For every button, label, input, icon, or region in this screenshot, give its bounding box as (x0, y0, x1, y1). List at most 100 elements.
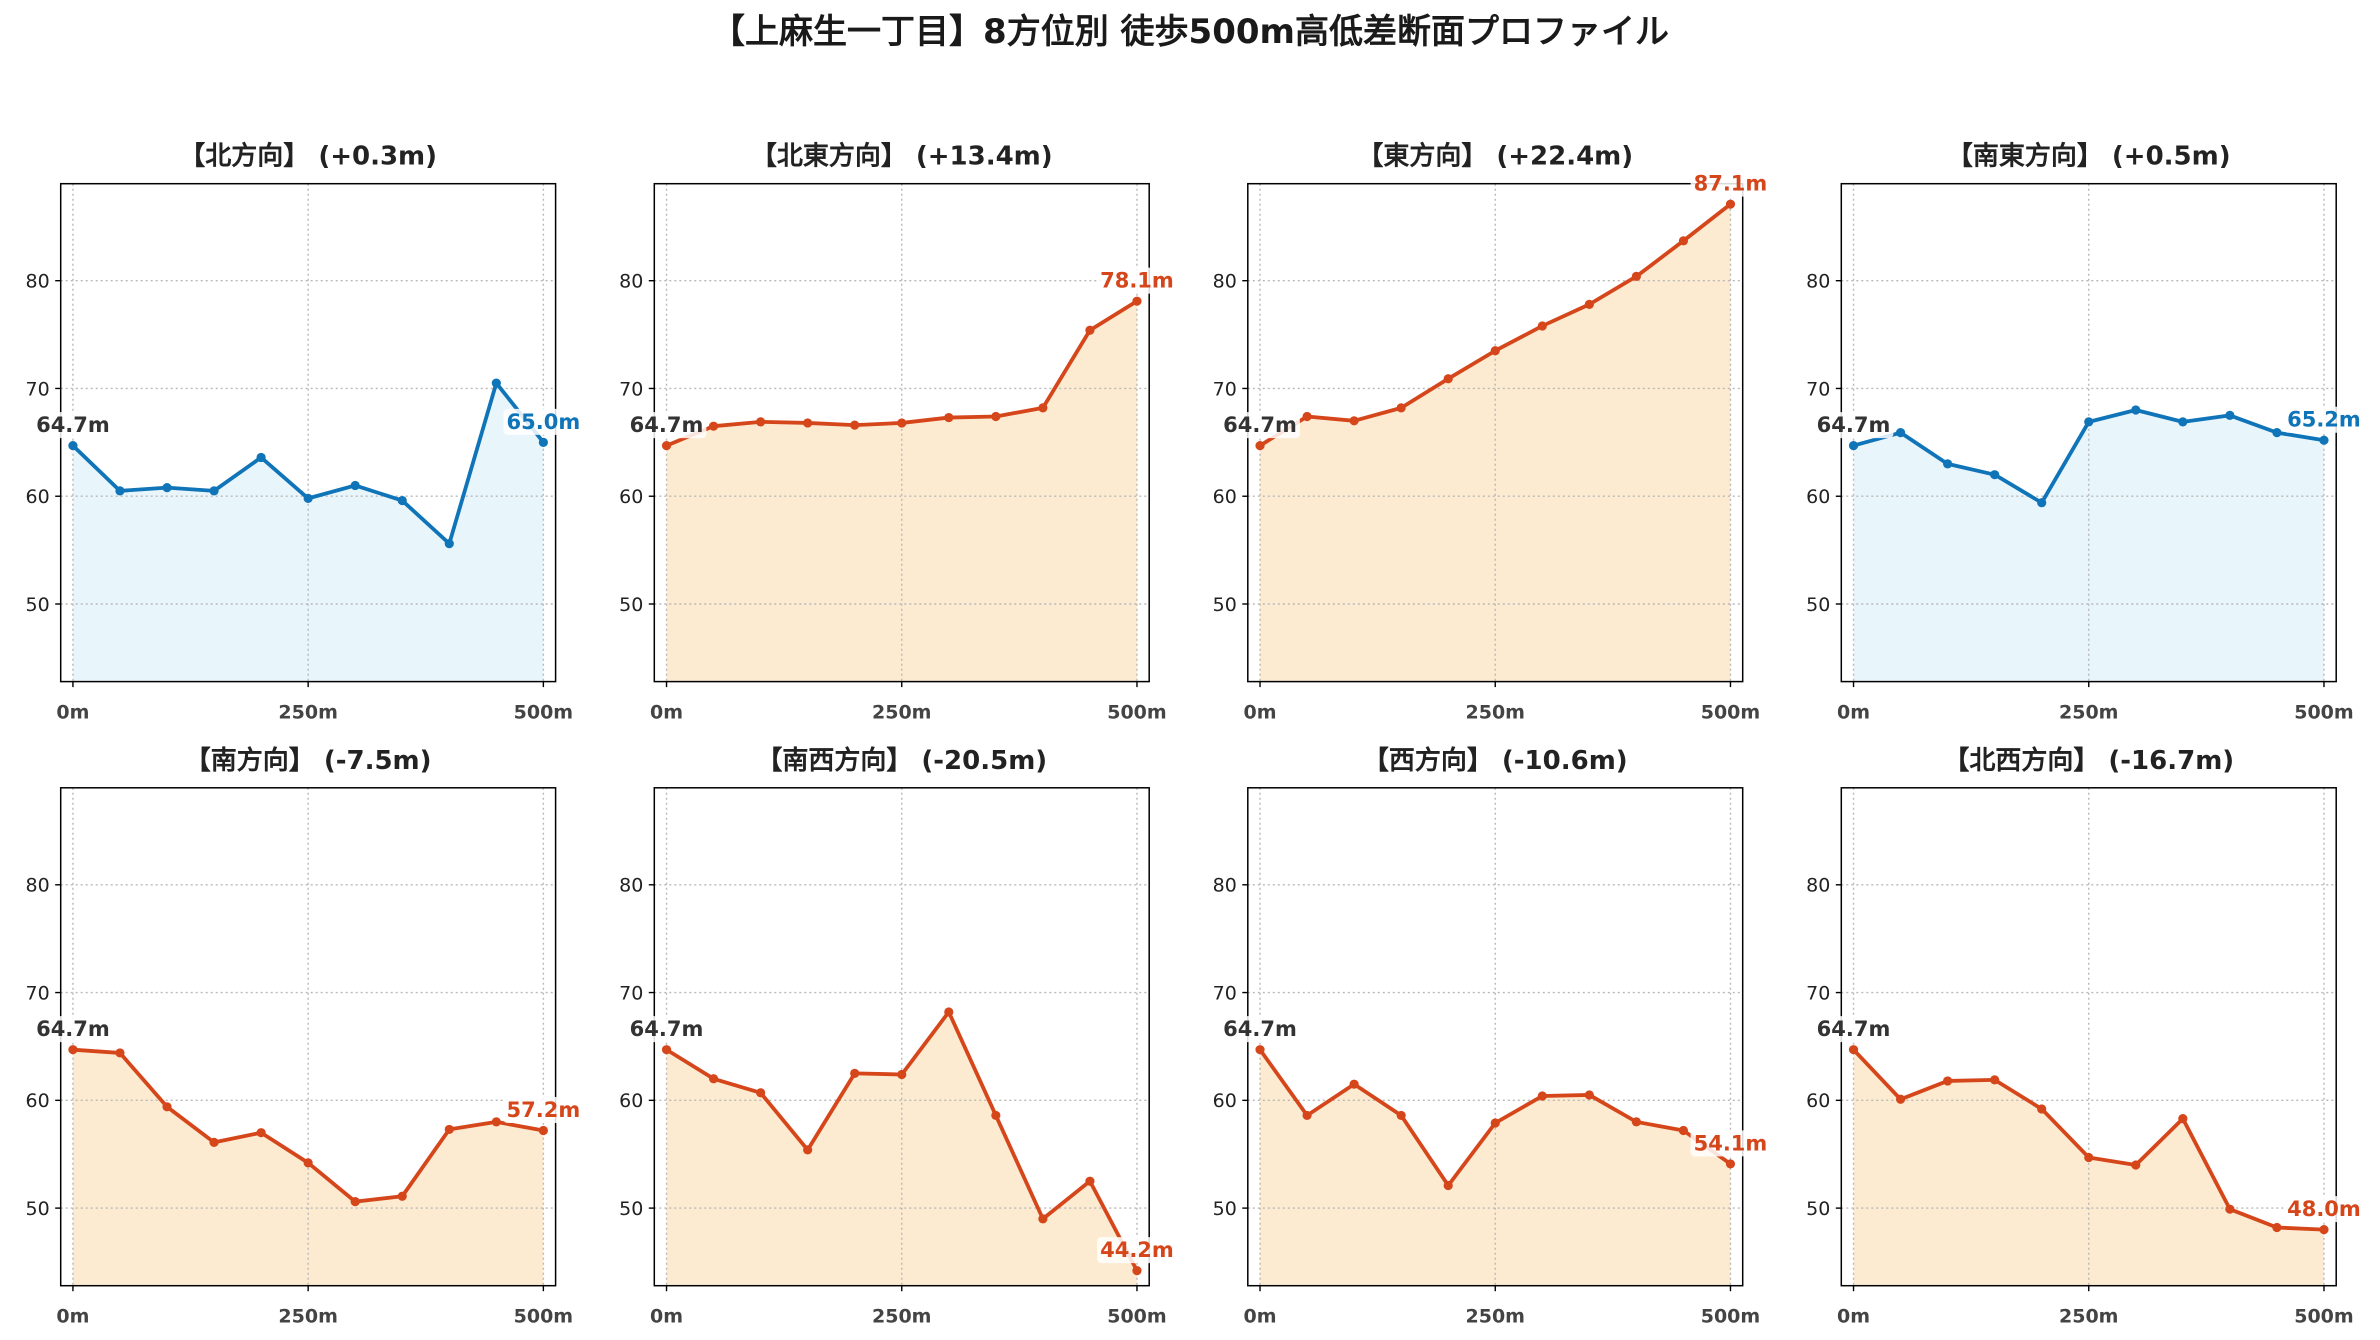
data-point (68, 440, 78, 451)
y-tick-label: 80 (1806, 875, 1830, 897)
data-point (209, 1137, 219, 1147)
data-point (1990, 470, 2000, 480)
subplot-title: 【北東方向】 (+13.4m) (751, 141, 1053, 172)
start-elevation-label: 64.7m (36, 413, 110, 437)
y-tick-label: 60 (1213, 486, 1237, 508)
elevation-fill (72, 1049, 544, 1286)
subplot-title: 【東方向】 (+22.4m) (1357, 141, 1633, 172)
data-point (897, 1069, 907, 1080)
data-point (991, 411, 1001, 422)
y-tick-label: 50 (1806, 1198, 1830, 1220)
data-point (2037, 1104, 2047, 1114)
x-tick-label: 250m (1466, 702, 1525, 724)
data-point (303, 1158, 313, 1168)
data-point (2225, 410, 2235, 421)
data-point (1725, 199, 1736, 209)
x-tick-label: 500m (1701, 702, 1760, 724)
data-point (1943, 1076, 1953, 1086)
label-box (1813, 1016, 1894, 1043)
end-elevation-label: 54.1m (1694, 1131, 1768, 1155)
data-point (1725, 1159, 1736, 1169)
data-point (2319, 1225, 2329, 1235)
y-tick-label: 80 (26, 875, 50, 897)
x-tick-label: 500m (1701, 1306, 1760, 1328)
data-point (1990, 1075, 2000, 1085)
data-point (1848, 440, 1859, 451)
y-tick-label: 70 (1213, 982, 1237, 1004)
start-elevation-label: 64.7m (630, 1017, 704, 1041)
data-point (756, 1088, 766, 1098)
subplot-title: 【南西方向】 (-20.5m) (756, 745, 1047, 776)
x-tick-label: 0m (1244, 1306, 1277, 1328)
y-tick-label: 70 (1806, 982, 1830, 1004)
data-point (1396, 403, 1406, 413)
y-tick-label: 70 (26, 378, 50, 400)
data-point (1302, 1110, 1312, 1121)
x-tick-label: 500m (514, 702, 573, 724)
data-point (897, 418, 907, 428)
data-point (1443, 1180, 1453, 1191)
data-point (1302, 411, 1312, 422)
x-tick-label: 500m (2294, 702, 2353, 724)
data-point (803, 418, 813, 428)
label-box (1220, 1016, 1300, 1043)
subplot-8: 50 60 70 80 0m 250m 500m 64.7m 48.0m 【北西方向】 (-16.… (1806, 745, 2364, 1328)
data-point (803, 1145, 813, 1155)
data-point (708, 421, 719, 431)
label-box (33, 1016, 113, 1043)
data-point (1895, 1094, 1906, 1104)
end-elevation-label: 65.0m (507, 410, 581, 434)
y-tick-label: 50 (619, 1198, 643, 1220)
data-point (162, 483, 172, 493)
data-point (944, 412, 954, 423)
label-box (1097, 267, 1177, 294)
y-tick-label: 60 (619, 1090, 643, 1112)
data-point (256, 1128, 266, 1138)
label-box (626, 412, 707, 439)
y-tick-label: 70 (619, 378, 643, 400)
end-elevation-label: 87.1m (1694, 172, 1768, 196)
data-point (115, 486, 125, 496)
data-point (1537, 1091, 1547, 1101)
data-point (1085, 1176, 1095, 1186)
y-tick-label: 50 (1213, 1198, 1237, 1220)
y-tick-label: 70 (1213, 378, 1237, 400)
label-box (503, 1097, 584, 1124)
data-point (1678, 236, 1689, 246)
data-point (2272, 428, 2282, 438)
start-elevation-label: 64.7m (1223, 1017, 1297, 1041)
data-point (350, 480, 360, 491)
subplot-title: 【西方向】 (-10.6m) (1363, 745, 1628, 776)
label-box (33, 412, 113, 439)
x-tick-label: 250m (872, 702, 931, 724)
y-tick-label: 60 (619, 486, 643, 508)
data-point (1490, 346, 1500, 356)
x-tick-label: 0m (56, 1306, 89, 1328)
data-point (850, 1068, 860, 1078)
elevation-fill (72, 383, 544, 682)
label-box (503, 408, 584, 435)
data-point (1537, 321, 1547, 331)
data-point (1631, 271, 1641, 281)
label-box (626, 1016, 707, 1043)
data-point (538, 437, 548, 447)
x-tick-label: 0m (1837, 702, 1870, 724)
y-tick-label: 50 (1806, 594, 1830, 616)
data-point (2225, 1204, 2235, 1214)
start-elevation-label: 64.7m (1817, 1017, 1891, 1041)
y-tick-label: 60 (1806, 1090, 1830, 1112)
y-tick-label: 60 (1806, 486, 1830, 508)
data-point (1490, 1118, 1500, 1128)
y-tick-label: 60 (26, 1090, 50, 1112)
data-point (444, 539, 454, 549)
data-point (2084, 1152, 2094, 1163)
data-point (1678, 1125, 1689, 1136)
data-point (2178, 417, 2188, 427)
label-box (1690, 170, 1771, 197)
data-point (1132, 1266, 1142, 1276)
figure-title: 【上麻生一丁目】8方位別 徒歩500m高低差断面プロファイル (711, 12, 1669, 52)
data-point (661, 1045, 672, 1055)
data-point (756, 417, 766, 427)
y-tick-label: 80 (1806, 270, 1830, 292)
